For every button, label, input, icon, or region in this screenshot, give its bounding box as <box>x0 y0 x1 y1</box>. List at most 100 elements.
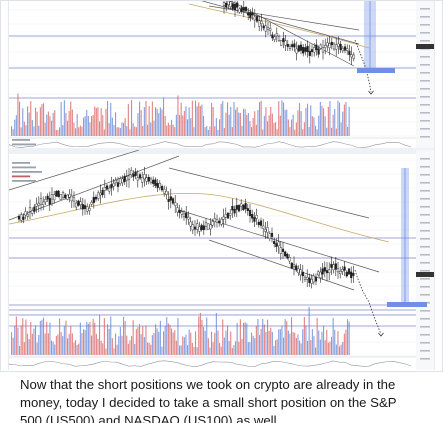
candle-body <box>174 202 177 206</box>
volume-bar <box>177 95 179 136</box>
volume-bar <box>23 121 25 136</box>
candle-body <box>324 44 327 48</box>
candle-body <box>191 224 194 231</box>
volume-bar <box>227 325 229 355</box>
volume-bar <box>183 337 185 355</box>
volume-bar <box>225 112 227 136</box>
volume-bar <box>97 338 99 355</box>
volume-bar <box>199 106 201 136</box>
candle-body <box>57 190 60 197</box>
volume-bar <box>214 126 216 136</box>
candle-body <box>330 263 333 268</box>
price-axis-tick <box>420 318 430 320</box>
volume-bar <box>329 101 331 136</box>
candle-body <box>235 205 238 210</box>
candle-body <box>264 229 267 232</box>
candle-body <box>141 177 144 183</box>
volume-bar <box>31 119 33 136</box>
price-label <box>416 272 434 277</box>
candle-body <box>83 205 87 210</box>
volume-bar <box>284 109 286 136</box>
candle-body <box>350 271 353 279</box>
candle-body <box>288 45 292 49</box>
volume-bar <box>220 103 222 136</box>
volume-bar <box>299 340 301 355</box>
volume-bar <box>100 340 102 355</box>
candle-body <box>244 203 247 209</box>
volume-bar <box>19 345 21 355</box>
chart-screenshot[interactable] <box>8 0 435 370</box>
volume-bar <box>339 346 341 355</box>
volume-bar <box>73 122 75 136</box>
volume-bar <box>92 318 94 355</box>
volume-bar <box>79 322 81 355</box>
price-axis-tick <box>420 80 430 82</box>
volume-bar <box>30 322 32 355</box>
volume-bar <box>166 317 168 355</box>
volume-bar <box>76 114 78 136</box>
candle-body <box>42 201 45 205</box>
volume-bar <box>103 318 105 355</box>
volume-bar <box>310 340 312 355</box>
volume-bar <box>219 119 221 136</box>
volume-bar <box>300 111 302 136</box>
candle-body <box>246 208 249 212</box>
volume-bar <box>71 333 73 355</box>
volume-bar <box>265 107 267 136</box>
volume-bar <box>180 345 182 355</box>
volume-bar <box>124 118 126 136</box>
volume-bar <box>235 341 237 355</box>
volume-bar <box>12 129 14 136</box>
candle-body <box>97 192 100 199</box>
volume-bar <box>79 125 81 136</box>
volume-bar <box>228 114 230 136</box>
volume-bar <box>209 347 211 355</box>
volume-bar <box>116 127 118 136</box>
down-arrow-projection-icon <box>378 332 384 337</box>
volume-bar <box>279 329 281 355</box>
candle-body <box>335 44 338 50</box>
volume-bar <box>342 341 344 355</box>
volume-bar <box>81 126 83 136</box>
candle-body <box>222 216 225 220</box>
candle-body <box>308 50 311 56</box>
volume-bar <box>331 127 333 136</box>
volume-bar <box>310 105 312 136</box>
volume-bar <box>111 338 113 355</box>
price-axis-tick <box>420 16 430 18</box>
volume-bar <box>103 129 105 136</box>
volume-bar <box>243 108 245 136</box>
caption-line-2: money, today I decided to take a small s… <box>20 395 397 410</box>
volume-bar <box>140 334 142 355</box>
candle-body <box>28 207 32 212</box>
candle-body <box>259 220 263 226</box>
volume-bar <box>236 323 238 355</box>
candle-body <box>229 213 232 216</box>
volume-bar <box>113 124 115 136</box>
candle-body <box>286 44 289 47</box>
volume-bar <box>334 329 336 355</box>
volume-bar <box>342 111 344 136</box>
volume-bar <box>180 102 182 136</box>
volume-bar <box>30 101 32 136</box>
candle-body <box>313 47 316 53</box>
candle-body <box>200 224 203 231</box>
candle-body <box>242 204 245 211</box>
volume-bar <box>81 333 83 355</box>
volume-bar <box>259 335 261 355</box>
volume-bar <box>228 340 230 355</box>
volume-bar <box>87 323 89 355</box>
volume-bar <box>44 333 46 355</box>
volume-bar <box>303 316 305 355</box>
volume-bar <box>302 329 304 355</box>
candle-body <box>165 191 168 195</box>
candle-body <box>334 263 337 270</box>
volume-bar <box>182 336 184 355</box>
volume-bar <box>15 115 17 136</box>
volume-bar <box>65 112 67 136</box>
legend-row <box>12 166 36 169</box>
candle-body <box>211 221 214 226</box>
candle-body <box>325 270 329 274</box>
volume-bar <box>255 124 257 136</box>
volume-bar <box>190 118 192 136</box>
